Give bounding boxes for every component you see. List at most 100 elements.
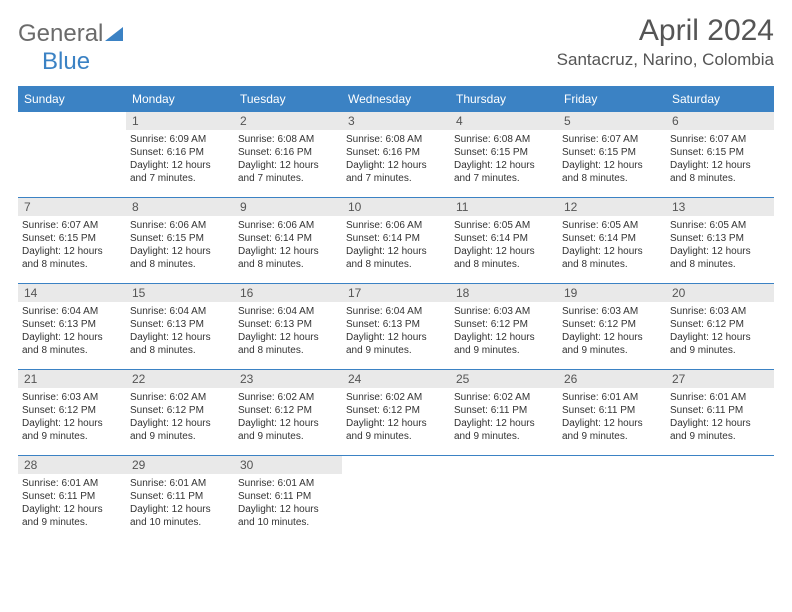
calendar-cell: . [342,455,450,541]
calendar-cell: 27Sunrise: 6:01 AMSunset: 6:11 PMDayligh… [666,369,774,455]
sunrise-line: Sunrise: 6:08 AM [454,133,554,146]
daylight-line: Daylight: 12 hours and 8 minutes. [238,245,338,271]
daylight-line: Daylight: 12 hours and 7 minutes. [454,159,554,185]
sunrise-line: Sunrise: 6:04 AM [22,305,122,318]
calendar-cell: 23Sunrise: 6:02 AMSunset: 6:12 PMDayligh… [234,369,342,455]
sunset-line: Sunset: 6:12 PM [670,318,770,331]
title-block: April 2024 Santacruz, Narino, Colombia [557,14,774,70]
calendar-cell: 16Sunrise: 6:04 AMSunset: 6:13 PMDayligh… [234,283,342,369]
calendar-cell: 18Sunrise: 6:03 AMSunset: 6:12 PMDayligh… [450,283,558,369]
logo-general: General [18,20,103,47]
day-body: Sunrise: 6:07 AMSunset: 6:15 PMDaylight:… [558,130,666,189]
daylight-line: Daylight: 12 hours and 8 minutes. [670,245,770,271]
day-number: 6 [666,112,774,130]
day-number: 30 [234,456,342,474]
calendar-grid: SundayMondayTuesdayWednesdayThursdayFrid… [18,86,774,541]
daylight-line: Daylight: 12 hours and 9 minutes. [346,417,446,443]
sunrise-line: Sunrise: 6:04 AM [346,305,446,318]
calendar-cell: 11Sunrise: 6:05 AMSunset: 6:14 PMDayligh… [450,197,558,283]
day-number: 2 [234,112,342,130]
day-number: 28 [18,456,126,474]
sunrise-line: Sunrise: 6:09 AM [130,133,230,146]
calendar-cell: 15Sunrise: 6:04 AMSunset: 6:13 PMDayligh… [126,283,234,369]
sunset-line: Sunset: 6:14 PM [454,232,554,245]
calendar-cell: 4Sunrise: 6:08 AMSunset: 6:15 PMDaylight… [450,111,558,197]
sunset-line: Sunset: 6:16 PM [130,146,230,159]
logo: General Blue [18,20,123,76]
day-body: Sunrise: 6:08 AMSunset: 6:16 PMDaylight:… [234,130,342,189]
sunrise-line: Sunrise: 6:07 AM [670,133,770,146]
sunrise-line: Sunrise: 6:07 AM [562,133,662,146]
day-body: Sunrise: 6:03 AMSunset: 6:12 PMDaylight:… [450,302,558,361]
sunrise-line: Sunrise: 6:07 AM [22,219,122,232]
sunset-line: Sunset: 6:15 PM [22,232,122,245]
calendar-cell: 1Sunrise: 6:09 AMSunset: 6:16 PMDaylight… [126,111,234,197]
sunset-line: Sunset: 6:12 PM [346,404,446,417]
day-number: 5 [558,112,666,130]
day-body: Sunrise: 6:06 AMSunset: 6:14 PMDaylight:… [234,216,342,275]
day-number: 10 [342,198,450,216]
daylight-line: Daylight: 12 hours and 7 minutes. [130,159,230,185]
day-body: Sunrise: 6:07 AMSunset: 6:15 PMDaylight:… [666,130,774,189]
day-number: 19 [558,284,666,302]
day-number: 26 [558,370,666,388]
calendar-cell: . [666,455,774,541]
day-number: 11 [450,198,558,216]
sunset-line: Sunset: 6:15 PM [670,146,770,159]
daylight-line: Daylight: 12 hours and 9 minutes. [562,331,662,357]
sunrise-line: Sunrise: 6:06 AM [238,219,338,232]
day-number: 29 [126,456,234,474]
daylight-line: Daylight: 12 hours and 7 minutes. [238,159,338,185]
sunset-line: Sunset: 6:12 PM [454,318,554,331]
sunset-line: Sunset: 6:14 PM [346,232,446,245]
day-header: Monday [126,87,234,111]
daylight-line: Daylight: 12 hours and 9 minutes. [670,417,770,443]
sunrise-line: Sunrise: 6:05 AM [562,219,662,232]
sunrise-line: Sunrise: 6:02 AM [238,391,338,404]
day-header: Thursday [450,87,558,111]
day-body: Sunrise: 6:08 AMSunset: 6:16 PMDaylight:… [342,130,450,189]
calendar-cell: 5Sunrise: 6:07 AMSunset: 6:15 PMDaylight… [558,111,666,197]
sunset-line: Sunset: 6:13 PM [238,318,338,331]
day-number: 24 [342,370,450,388]
daylight-line: Daylight: 12 hours and 8 minutes. [130,245,230,271]
day-body: Sunrise: 6:04 AMSunset: 6:13 PMDaylight:… [342,302,450,361]
day-number: 21 [18,370,126,388]
calendar-cell: 2Sunrise: 6:08 AMSunset: 6:16 PMDaylight… [234,111,342,197]
day-body: Sunrise: 6:05 AMSunset: 6:14 PMDaylight:… [558,216,666,275]
calendar-cell: . [558,455,666,541]
sunset-line: Sunset: 6:15 PM [562,146,662,159]
sunset-line: Sunset: 6:15 PM [454,146,554,159]
calendar-cell: 10Sunrise: 6:06 AMSunset: 6:14 PMDayligh… [342,197,450,283]
calendar-cell: 7Sunrise: 6:07 AMSunset: 6:15 PMDaylight… [18,197,126,283]
calendar-cell: 12Sunrise: 6:05 AMSunset: 6:14 PMDayligh… [558,197,666,283]
calendar-cell: 8Sunrise: 6:06 AMSunset: 6:15 PMDaylight… [126,197,234,283]
day-number: 9 [234,198,342,216]
daylight-line: Daylight: 12 hours and 9 minutes. [22,503,122,529]
sunset-line: Sunset: 6:11 PM [130,490,230,503]
day-body: Sunrise: 6:06 AMSunset: 6:14 PMDaylight:… [342,216,450,275]
day-body: Sunrise: 6:01 AMSunset: 6:11 PMDaylight:… [234,474,342,533]
day-body: Sunrise: 6:02 AMSunset: 6:11 PMDaylight:… [450,388,558,447]
sunset-line: Sunset: 6:12 PM [562,318,662,331]
calendar-cell: 21Sunrise: 6:03 AMSunset: 6:12 PMDayligh… [18,369,126,455]
day-number: 7 [18,198,126,216]
day-body: Sunrise: 6:01 AMSunset: 6:11 PMDaylight:… [18,474,126,533]
day-number: 13 [666,198,774,216]
sunset-line: Sunset: 6:14 PM [562,232,662,245]
daylight-line: Daylight: 12 hours and 9 minutes. [562,417,662,443]
day-body: Sunrise: 6:03 AMSunset: 6:12 PMDaylight:… [18,388,126,447]
daylight-line: Daylight: 12 hours and 9 minutes. [22,417,122,443]
sunset-line: Sunset: 6:11 PM [238,490,338,503]
day-body: Sunrise: 6:06 AMSunset: 6:15 PMDaylight:… [126,216,234,275]
location-label: Santacruz, Narino, Colombia [557,50,774,70]
sunset-line: Sunset: 6:12 PM [238,404,338,417]
day-header: Tuesday [234,87,342,111]
calendar-cell: . [450,455,558,541]
day-body: Sunrise: 6:01 AMSunset: 6:11 PMDaylight:… [666,388,774,447]
day-body: Sunrise: 6:04 AMSunset: 6:13 PMDaylight:… [234,302,342,361]
daylight-line: Daylight: 12 hours and 9 minutes. [454,417,554,443]
day-number: 25 [450,370,558,388]
calendar-cell: 25Sunrise: 6:02 AMSunset: 6:11 PMDayligh… [450,369,558,455]
daylight-line: Daylight: 12 hours and 7 minutes. [346,159,446,185]
